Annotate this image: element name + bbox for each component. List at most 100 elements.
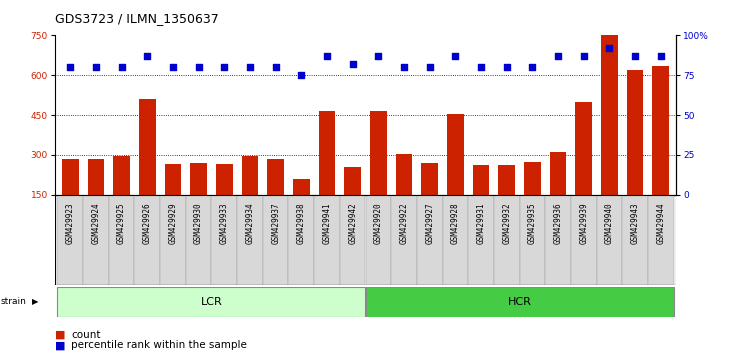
Text: percentile rank within the sample: percentile rank within the sample xyxy=(71,340,247,350)
Point xyxy=(193,64,205,70)
Text: ■: ■ xyxy=(55,330,65,339)
Text: GSM429923: GSM429923 xyxy=(66,202,75,244)
Bar xyxy=(524,161,541,234)
Text: GSM429941: GSM429941 xyxy=(322,202,331,244)
Text: GSM429943: GSM429943 xyxy=(631,202,640,244)
Bar xyxy=(242,156,258,234)
Bar xyxy=(58,195,83,285)
Bar xyxy=(135,195,160,285)
Text: strain: strain xyxy=(1,297,26,306)
Bar xyxy=(442,195,468,285)
Point xyxy=(141,53,153,59)
Point xyxy=(373,53,385,59)
Point xyxy=(501,64,512,70)
Text: GSM429942: GSM429942 xyxy=(348,202,357,244)
Bar xyxy=(447,114,463,234)
Bar xyxy=(370,111,387,234)
Bar xyxy=(190,163,207,234)
Bar xyxy=(626,70,643,234)
Bar xyxy=(62,159,78,234)
Text: GSM429933: GSM429933 xyxy=(220,202,229,244)
Bar xyxy=(314,195,340,285)
Text: GSM429936: GSM429936 xyxy=(553,202,563,244)
Text: LCR: LCR xyxy=(200,297,222,307)
Point xyxy=(321,53,333,59)
Bar xyxy=(648,195,673,285)
Bar xyxy=(160,195,186,285)
Bar xyxy=(268,159,284,234)
Bar xyxy=(88,159,105,234)
Bar xyxy=(237,195,263,285)
Text: GSM429922: GSM429922 xyxy=(400,202,409,244)
Point xyxy=(450,53,461,59)
Bar xyxy=(319,111,336,234)
Bar xyxy=(395,154,412,234)
Bar xyxy=(421,163,438,234)
Bar xyxy=(186,195,211,285)
Bar xyxy=(289,195,314,285)
Bar xyxy=(473,166,489,234)
Point xyxy=(578,53,590,59)
Bar xyxy=(468,195,494,285)
Text: GSM429932: GSM429932 xyxy=(502,202,511,244)
Text: GSM429939: GSM429939 xyxy=(579,202,588,244)
Text: GSM429926: GSM429926 xyxy=(143,202,152,244)
Point xyxy=(552,53,564,59)
Text: GSM429935: GSM429935 xyxy=(528,202,537,244)
Point xyxy=(526,64,538,70)
Bar xyxy=(545,195,571,285)
Point xyxy=(398,64,410,70)
Text: GSM429930: GSM429930 xyxy=(194,202,203,244)
Bar xyxy=(571,195,596,285)
Point xyxy=(64,64,76,70)
Point xyxy=(115,64,127,70)
Text: GSM429925: GSM429925 xyxy=(117,202,126,244)
Point xyxy=(424,64,436,70)
Point xyxy=(475,64,487,70)
Bar xyxy=(211,195,237,285)
Bar xyxy=(109,195,135,285)
Bar xyxy=(575,102,592,234)
Point xyxy=(167,64,179,70)
Bar xyxy=(596,195,622,285)
Bar xyxy=(58,287,366,317)
Point xyxy=(655,53,667,59)
Bar xyxy=(340,195,366,285)
Text: count: count xyxy=(71,330,100,339)
Bar xyxy=(83,195,109,285)
Bar xyxy=(391,195,417,285)
Bar xyxy=(113,156,130,234)
Point xyxy=(90,64,102,70)
Point xyxy=(270,64,281,70)
Bar xyxy=(366,195,391,285)
Point xyxy=(346,61,358,67)
Point xyxy=(295,72,307,78)
Bar xyxy=(520,195,545,285)
Point xyxy=(244,64,256,70)
Bar xyxy=(417,195,442,285)
Bar xyxy=(653,66,669,234)
Text: GSM429924: GSM429924 xyxy=(91,202,100,244)
Point xyxy=(604,45,616,51)
Point xyxy=(219,64,230,70)
Bar xyxy=(216,164,232,234)
Bar xyxy=(550,152,567,234)
Text: GDS3723 / ILMN_1350637: GDS3723 / ILMN_1350637 xyxy=(55,12,219,25)
Text: GSM429940: GSM429940 xyxy=(605,202,614,244)
Bar xyxy=(164,164,181,234)
Bar xyxy=(622,195,648,285)
Text: GSM429931: GSM429931 xyxy=(477,202,485,244)
Text: GSM429934: GSM429934 xyxy=(246,202,254,244)
Text: HCR: HCR xyxy=(507,297,531,307)
Text: ▶: ▶ xyxy=(32,297,39,306)
Text: GSM429920: GSM429920 xyxy=(374,202,383,244)
Bar xyxy=(494,195,520,285)
Bar xyxy=(263,195,289,285)
Point xyxy=(629,53,641,59)
Bar xyxy=(344,167,361,234)
Text: GSM429937: GSM429937 xyxy=(271,202,280,244)
Text: GSM429929: GSM429929 xyxy=(168,202,178,244)
Bar xyxy=(601,35,618,234)
Bar xyxy=(293,179,310,234)
Text: GSM429938: GSM429938 xyxy=(297,202,306,244)
